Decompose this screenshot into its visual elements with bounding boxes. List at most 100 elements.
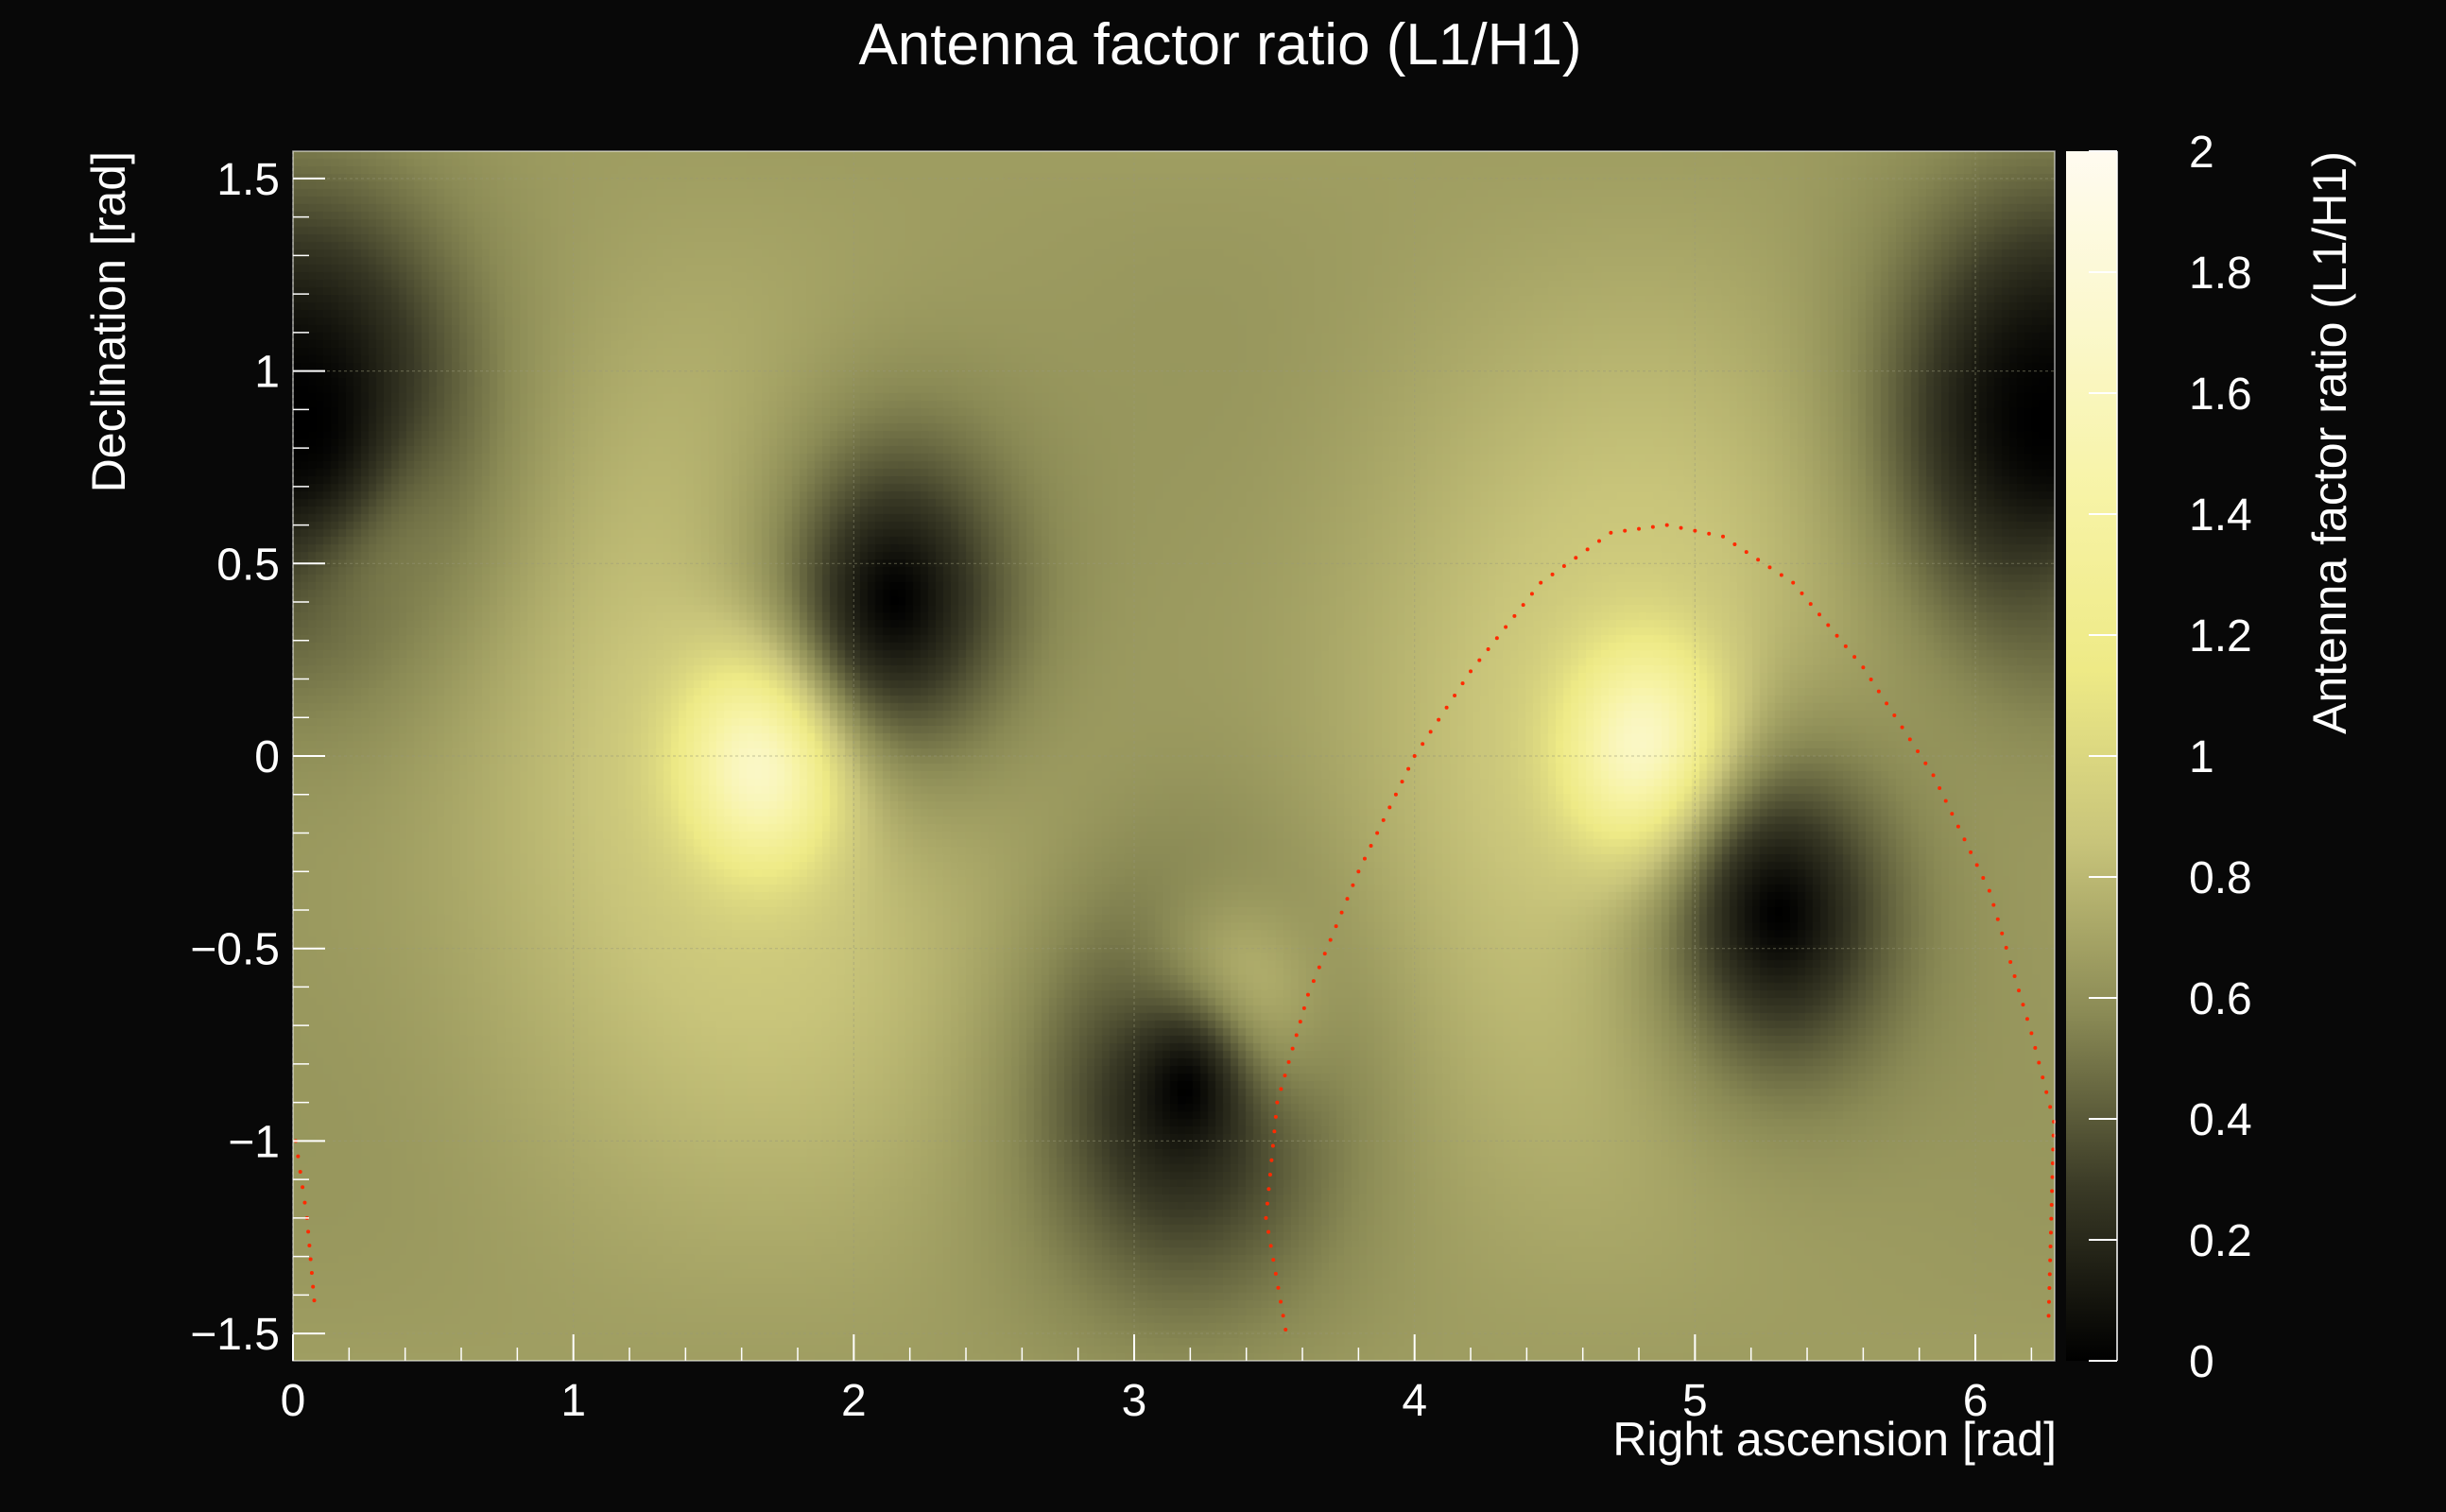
overlay-point bbox=[1271, 1258, 1276, 1263]
overlay-point bbox=[1907, 737, 1912, 742]
overlay-point bbox=[312, 1298, 317, 1303]
overlay-point bbox=[296, 1154, 301, 1159]
overlay-point bbox=[1273, 1271, 1278, 1276]
overlay-point bbox=[1268, 1244, 1273, 1248]
overlay-point bbox=[2029, 1031, 2034, 1036]
overlay-point bbox=[1298, 1020, 1302, 1024]
x-tick-label: 5 bbox=[1682, 1376, 1708, 1426]
overlay-point bbox=[1800, 591, 1804, 595]
overlay-point bbox=[1290, 1046, 1295, 1051]
x-tick-label: 6 bbox=[1963, 1376, 1989, 1426]
overlay-point bbox=[1266, 1187, 1271, 1192]
overlay-point bbox=[1597, 539, 1602, 543]
overlay-point bbox=[1609, 530, 1613, 535]
overlay-point bbox=[1400, 780, 1404, 784]
colorbar-tick-label: 1.2 bbox=[2189, 611, 2252, 662]
overlay-point bbox=[1275, 1100, 1280, 1105]
overlay-point bbox=[1962, 837, 1967, 842]
x-tick-label: 2 bbox=[841, 1376, 867, 1426]
overlay-point bbox=[1301, 1005, 1306, 1010]
overlay-point bbox=[2017, 988, 2022, 993]
colorbar-tick-label: 1.8 bbox=[2189, 249, 2252, 299]
overlay-point bbox=[1876, 689, 1881, 694]
x-tick-label: 0 bbox=[281, 1376, 306, 1426]
overlay-point bbox=[1969, 850, 1973, 854]
overlay-point bbox=[2004, 945, 2008, 950]
overlay-point bbox=[1817, 612, 1822, 617]
overlay-point bbox=[1521, 603, 1525, 608]
overlay-point bbox=[2046, 1314, 2051, 1318]
overlay-point bbox=[1852, 655, 1857, 660]
overlay-point bbox=[1529, 592, 1534, 596]
heatmap-image bbox=[293, 151, 2055, 1361]
x-tick-label: 1 bbox=[560, 1376, 586, 1426]
overlay-point bbox=[1279, 1087, 1283, 1091]
overlay-point bbox=[1664, 523, 1669, 527]
overlay-point bbox=[1732, 541, 1737, 546]
overlay-point bbox=[1311, 979, 1316, 984]
colorbar-tick-label: 0.6 bbox=[2189, 974, 2252, 1024]
overlay-point bbox=[1504, 625, 1508, 629]
overlay-point bbox=[1791, 580, 1796, 585]
overlay-point bbox=[1623, 528, 1628, 533]
colorbar-tick-label: 0.4 bbox=[2189, 1095, 2252, 1145]
overlay-point bbox=[2050, 1175, 2055, 1179]
overlay-point bbox=[1381, 817, 1386, 822]
colorbar-tick-label: 0 bbox=[2189, 1337, 2214, 1387]
overlay-point bbox=[1406, 766, 1411, 771]
overlay-point bbox=[1393, 792, 1398, 797]
overlay-point bbox=[1351, 883, 1355, 887]
overlay-point bbox=[1412, 754, 1417, 758]
overlay-point bbox=[1861, 665, 1866, 670]
overlay-point bbox=[1987, 888, 1991, 893]
overlay-point bbox=[1369, 844, 1373, 849]
overlay-point bbox=[1550, 572, 1555, 576]
overlay-point bbox=[1955, 824, 1960, 829]
overlay-point bbox=[298, 1169, 302, 1174]
overlay-point bbox=[1276, 1285, 1281, 1290]
overlay-point bbox=[1779, 573, 1783, 577]
overlay-point bbox=[1756, 558, 1761, 562]
y-tick-label: 1.5 bbox=[216, 155, 280, 205]
overlay-point bbox=[2037, 1060, 2041, 1065]
overlay-point bbox=[2048, 1105, 2053, 1109]
y-tick-label: 0 bbox=[254, 732, 280, 782]
overlay-point bbox=[1283, 1328, 1288, 1332]
y-tick-label: −1.5 bbox=[190, 1310, 280, 1360]
colorbar-tick-label: 1.4 bbox=[2189, 490, 2252, 541]
overlay-point bbox=[1869, 677, 1873, 681]
overlay-point bbox=[1721, 534, 1726, 539]
overlay-point bbox=[1834, 633, 1839, 638]
overlay-point bbox=[1981, 876, 1986, 881]
overlay-point bbox=[2012, 974, 2017, 979]
overlay-point bbox=[1931, 773, 1936, 778]
overlay-point bbox=[1270, 1143, 1275, 1148]
overlay-point bbox=[1317, 965, 1321, 970]
overlay-point bbox=[1264, 1215, 1268, 1220]
overlay-point bbox=[1281, 1314, 1285, 1318]
overlay-point bbox=[309, 1271, 314, 1276]
overlay-point bbox=[2050, 1189, 2055, 1194]
overlay-point bbox=[2044, 1090, 2049, 1094]
overlay-point bbox=[1885, 701, 1889, 706]
overlay-point bbox=[1744, 550, 1748, 555]
overlay-point bbox=[1279, 1299, 1283, 1304]
overlay-point bbox=[1265, 1201, 1269, 1206]
overlay-point bbox=[1892, 713, 1897, 717]
overlay-point bbox=[2048, 1230, 2053, 1235]
overlay-point bbox=[2049, 1203, 2054, 1208]
overlay-point bbox=[2047, 1286, 2052, 1291]
overlay-point bbox=[1286, 1059, 1291, 1064]
colorbar-tick-label: 1 bbox=[2189, 732, 2214, 782]
overlay-point bbox=[1486, 646, 1490, 651]
y-tick-label: 0.5 bbox=[216, 540, 280, 590]
overlay-point bbox=[311, 1284, 316, 1289]
overlay-point bbox=[1938, 785, 1942, 790]
overlay-point bbox=[1991, 902, 1996, 907]
overlay-point bbox=[1995, 917, 2000, 921]
overlay-point bbox=[1469, 669, 1473, 674]
overlay-point bbox=[301, 1185, 305, 1190]
x-tick-label: 3 bbox=[1122, 1376, 1147, 1426]
overlay-point bbox=[1428, 730, 1433, 734]
